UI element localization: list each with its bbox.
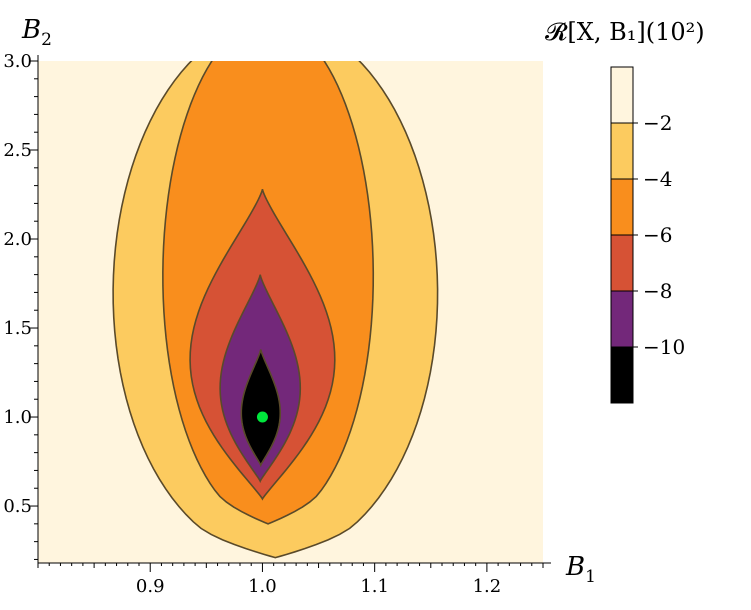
x-tick-label: 1.2 [473, 576, 502, 597]
y-axis-label-sub: 2 [41, 30, 52, 50]
x-tick-label: 0.9 [136, 576, 165, 597]
legend-label: −4 [643, 167, 672, 191]
legend-label: −2 [643, 111, 672, 135]
y-tick-label: 3.0 [3, 51, 32, 72]
y-axis-label: B2 [21, 15, 52, 50]
y-tick-label: 2.5 [3, 140, 32, 161]
y-tick-label: 2.0 [3, 229, 32, 250]
axes: 0.9 1.0 1.1 1.2 0.5 1.0 1.5 2.0 2.5 3.0 [3, 51, 551, 597]
y-axis-label-base: B [21, 15, 41, 45]
x-axis-label-base: B [565, 552, 585, 582]
y-tick-label: 1.5 [3, 318, 32, 339]
legend-label: −10 [643, 335, 685, 359]
y-tick-label: 0.5 [3, 496, 32, 517]
contour-region-level-neg10 [240, 349, 282, 468]
legend-label: −6 [643, 223, 672, 247]
x-axis-label-sub: 1 [585, 567, 596, 587]
legend: −10 −8 −6 −4 −2 [610, 66, 685, 404]
plot-area [38, 61, 543, 563]
legend-swatch [611, 123, 633, 179]
minimum-marker [256, 411, 268, 423]
legend-swatch [611, 235, 633, 291]
legend-swatch [611, 347, 633, 403]
x-axis-label: B1 [565, 552, 596, 587]
legend-title: 𝓡[X, B₁](10²) [545, 18, 705, 46]
legend-label: −8 [643, 279, 672, 303]
legend-swatch [611, 179, 633, 235]
legend-swatch [611, 291, 633, 347]
x-tick-label: 1.1 [360, 576, 389, 597]
legend-swatch [611, 67, 633, 123]
y-tick-label: 1.0 [3, 407, 32, 428]
x-tick-label: 1.0 [248, 576, 277, 597]
